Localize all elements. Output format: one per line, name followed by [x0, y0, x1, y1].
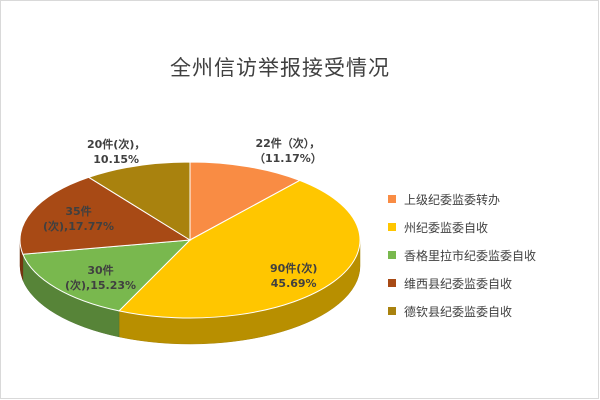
data-label-line: 20件(次)， [87, 138, 146, 151]
data-label-line: （11.17%） [254, 152, 322, 165]
legend-item-4[interactable]: 德钦县纪委监委自收 [388, 297, 598, 325]
legend-label: 香格里拉市纪委监委自收 [404, 248, 537, 263]
legend-item-1[interactable]: 州纪委监委自收 [388, 213, 598, 241]
legend-swatch [388, 307, 396, 315]
pie-slice-2[interactable] [22, 239, 192, 312]
data-label-line: 35件 [65, 205, 92, 218]
legend-item-2[interactable]: 香格里拉市纪委监委自收 [388, 241, 598, 269]
data-label-1: 90件(次) 45.69% [270, 261, 317, 291]
data-label-line: 22件（次）， [255, 137, 321, 150]
data-label-line: 45.69% [270, 277, 317, 290]
legend-swatch [388, 223, 396, 231]
pie-slice-0[interactable] [189, 161, 301, 241]
pie-top [19, 161, 361, 319]
data-label-0: 22件（次）， （11.17%） [254, 136, 322, 166]
legend-item-3[interactable]: 维西县纪委监委自收 [388, 269, 598, 297]
pie-slice-1[interactable] [118, 179, 361, 319]
chart-legend: 上级纪委监委转办 州纪委监委自收香格里拉市纪委监委自收 维西县纪委监委自收 德钦县纪委… [388, 185, 598, 325]
chart-title: 全州信访举报接受情况 [170, 56, 390, 80]
legend-swatch [388, 279, 396, 287]
legend-item-0[interactable]: 上级纪委监委转办 [388, 185, 598, 213]
legend-label: 德钦县纪委监委自收 [404, 304, 513, 319]
data-label-line: (次),15.23% [65, 279, 137, 292]
legend-swatch [388, 251, 396, 259]
legend-swatch [388, 195, 396, 203]
legend-label: 维西县纪委监委自收 [404, 276, 513, 291]
pie-slice-3[interactable] [19, 176, 192, 255]
data-label-line: 30件 [87, 264, 114, 277]
data-label-line: (次),17.77% [43, 220, 115, 233]
data-label-line: 90件(次) [270, 262, 318, 275]
data-label-line: 10.15% [93, 153, 140, 166]
legend-label: 州纪委监委自收 [404, 220, 489, 235]
data-label-2: 30件 (次),15.23% [65, 263, 136, 293]
legend-label: 上级纪委监委转办 [404, 192, 501, 207]
data-label-3: 35件 (次),17.77% [43, 204, 114, 234]
pie-slice-4[interactable] [87, 161, 191, 241]
data-label-4: 20件(次)， 10.15% [87, 137, 145, 167]
